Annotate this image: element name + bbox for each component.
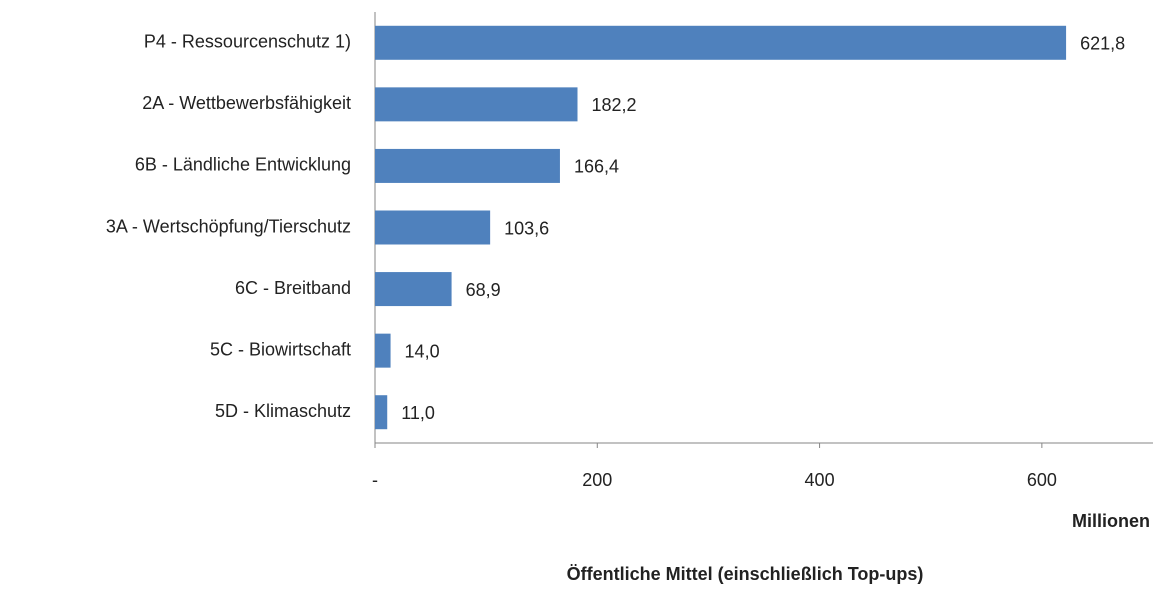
x-unit-label: Millionen (1072, 511, 1150, 531)
value-label: 166,4 (574, 157, 619, 177)
bar (375, 210, 491, 245)
y-tick-label: 2A - Wettbewerbsfähigkeit (142, 93, 351, 113)
value-label: 11,0 (401, 403, 435, 423)
bar (375, 272, 452, 307)
bar (375, 87, 578, 122)
value-label: 103,6 (504, 218, 549, 238)
value-label: 621,8 (1080, 34, 1125, 54)
y-tick-label: 6C - Breitband (235, 278, 351, 298)
x-tick-label: 200 (582, 470, 612, 490)
bar (375, 25, 1067, 60)
value-label: 182,2 (592, 95, 637, 115)
chart-title: Öffentliche Mittel (einschließlich Top-u… (567, 564, 924, 584)
y-tick-label: 6B - Ländliche Entwicklung (135, 155, 351, 175)
y-tick-label: 3A - Wertschöpfung/Tierschutz (106, 216, 351, 236)
bar (375, 333, 391, 368)
y-tick-label: 5C - Biowirtschaft (210, 339, 351, 359)
x-tick-label: - (372, 470, 378, 490)
bar (375, 148, 560, 183)
value-label: 14,0 (405, 341, 440, 361)
x-tick-label: 600 (1027, 470, 1057, 490)
x-tick-label: 400 (805, 470, 835, 490)
y-tick-label: 5D - Klimaschutz (215, 401, 351, 421)
bar (375, 395, 388, 430)
value-label: 68,9 (466, 280, 501, 300)
y-tick-label: P4 - Ressourcenschutz 1) (144, 32, 351, 52)
